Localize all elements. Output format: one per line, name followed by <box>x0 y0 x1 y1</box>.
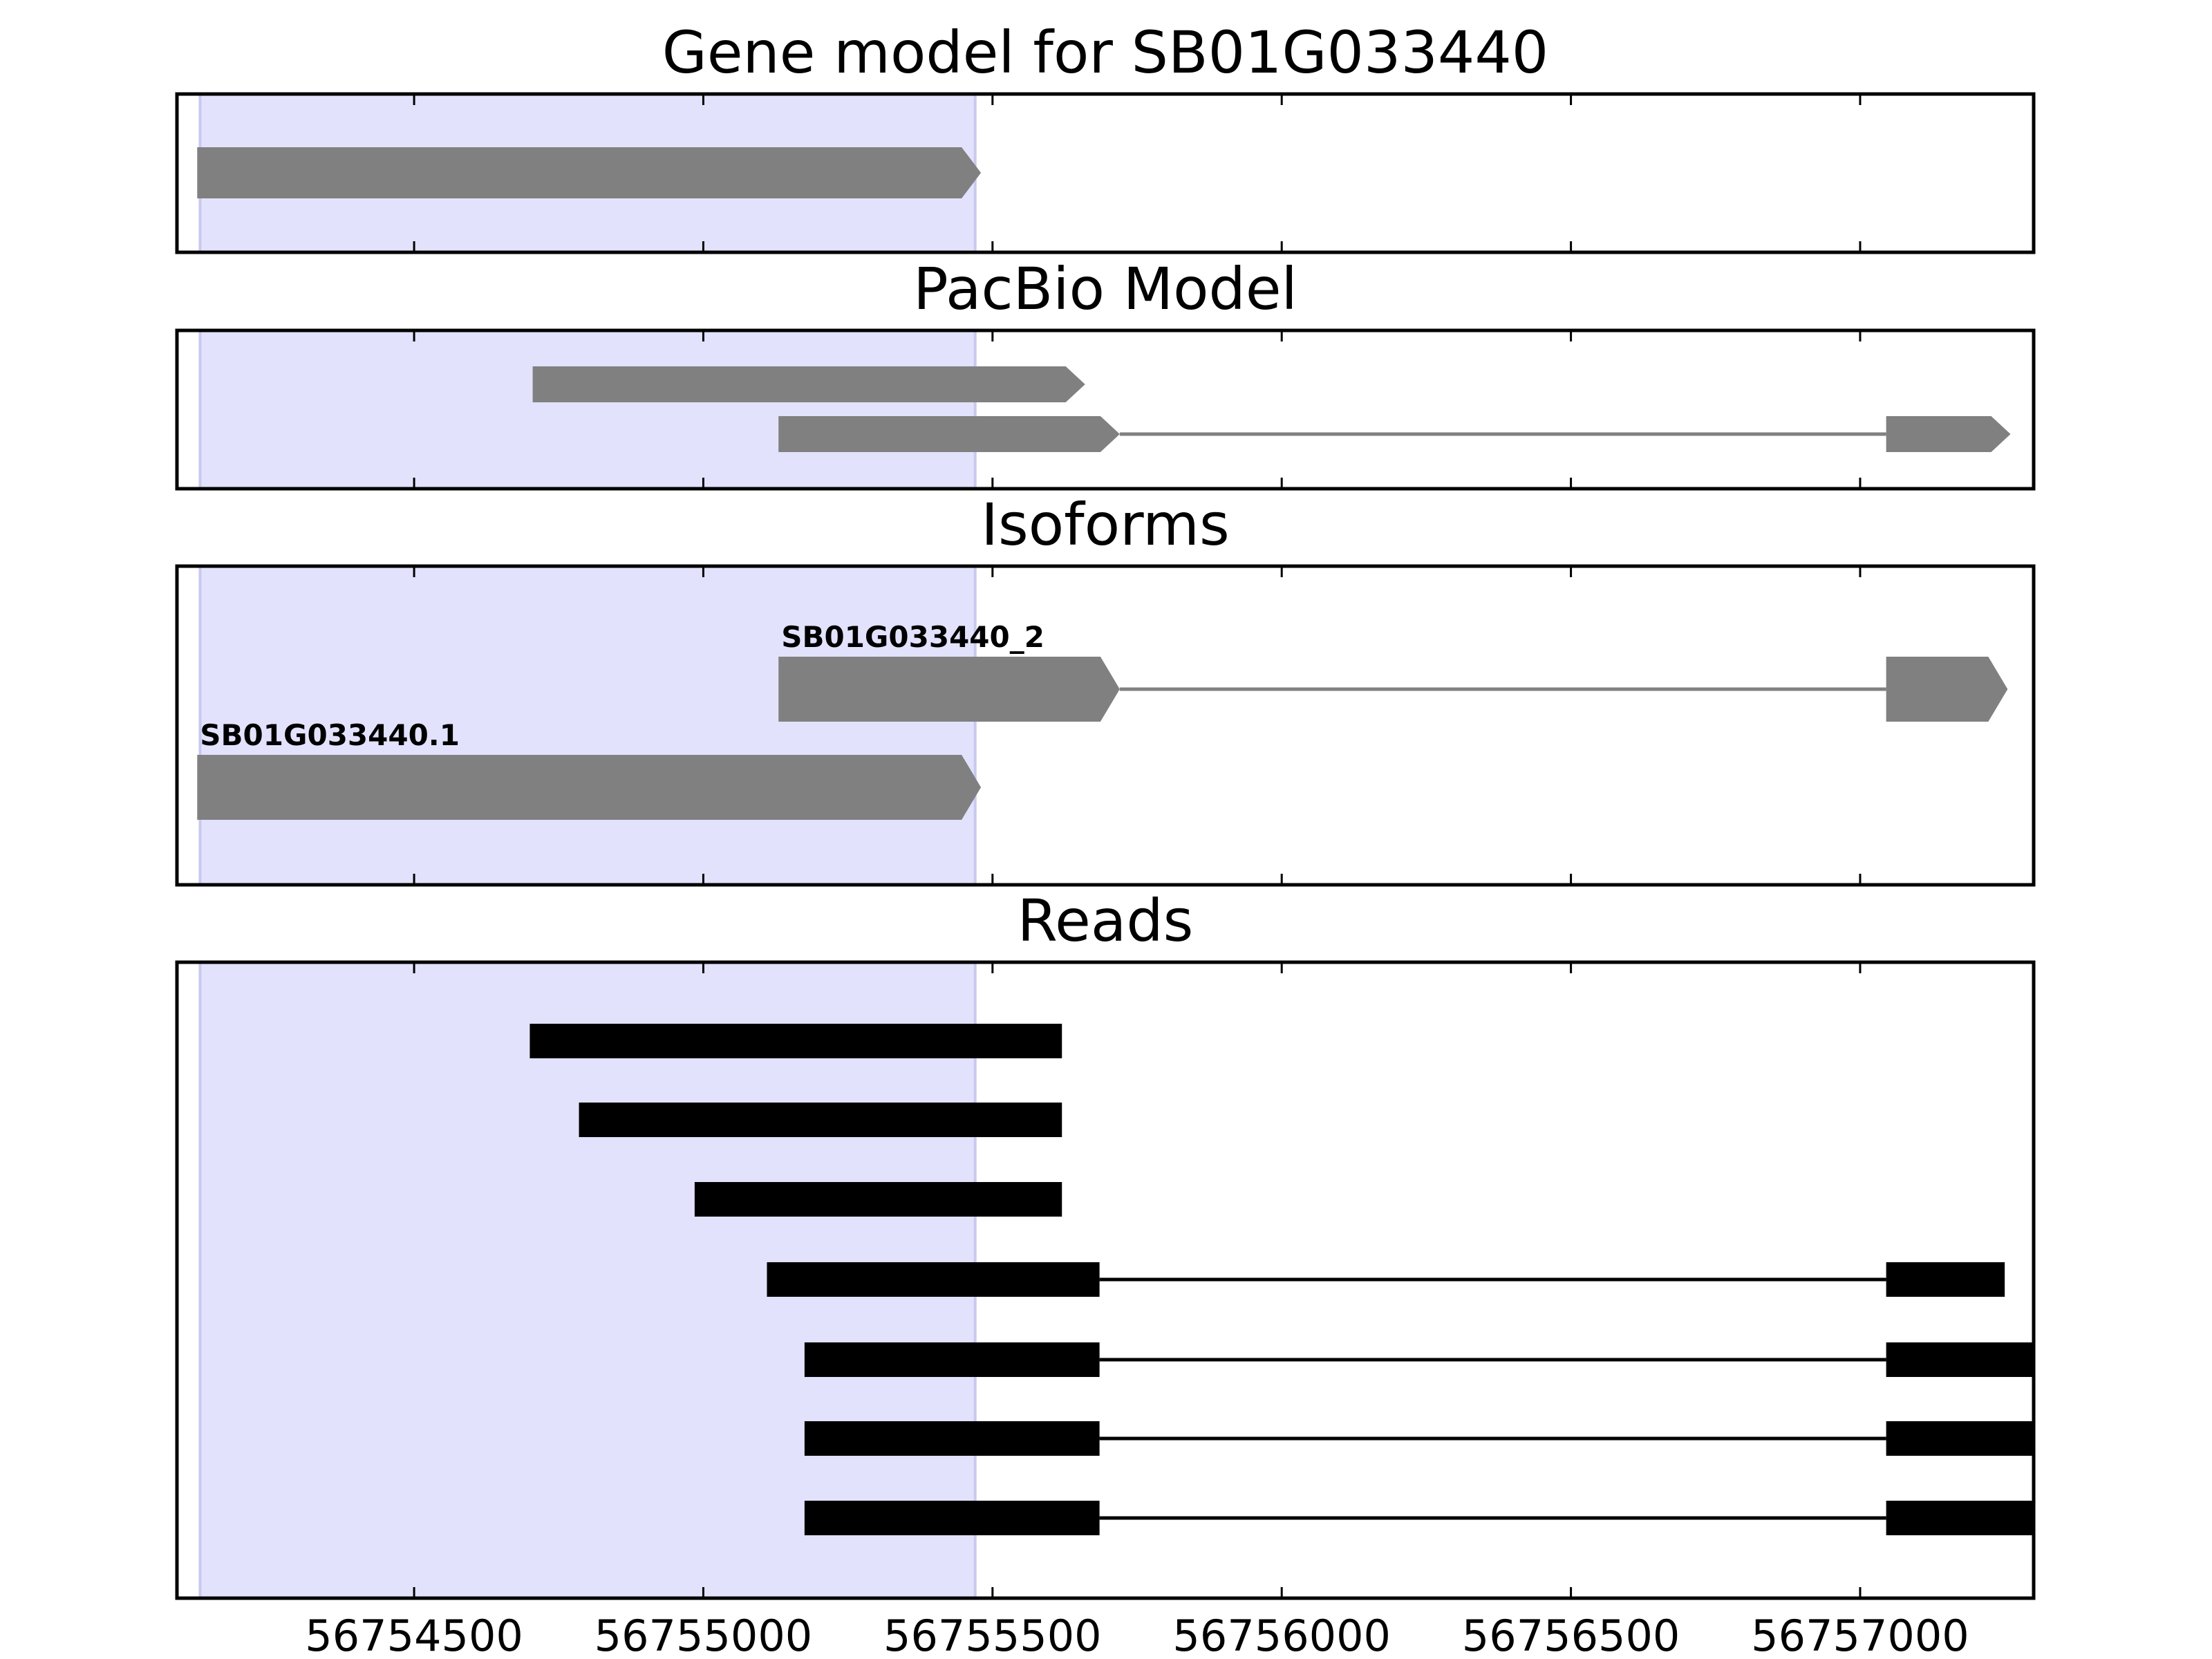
gene-feature <box>778 416 2011 452</box>
reads-frame <box>175 960 2036 1600</box>
x-tick-label: 56755500 <box>883 1611 1102 1659</box>
isoforms-title: Isoforms <box>981 491 1230 559</box>
exon-block <box>804 1501 1100 1535</box>
exon-block <box>579 1103 1062 1137</box>
pacbio-model-frame <box>175 328 2036 491</box>
exon-arrow <box>197 147 982 198</box>
exon-block <box>1886 1342 2034 1377</box>
read-feature <box>804 1501 2034 1535</box>
isoforms-frame <box>175 564 2036 887</box>
gene-feature: SB01G033440.1 <box>197 718 982 820</box>
gene-model-frame <box>175 92 2036 254</box>
read-feature <box>579 1103 1062 1137</box>
exon-arrow <box>197 755 982 820</box>
gene-feature <box>197 147 982 198</box>
read-feature <box>767 1262 2005 1297</box>
exon-block <box>1886 1421 2034 1456</box>
exon-arrow <box>1886 657 2008 722</box>
exon-block <box>804 1342 1100 1377</box>
x-tick-label: 56757000 <box>1751 1611 1969 1659</box>
isoforms-panel: Isoforms SB01G033440_2 SB01G033440.1 <box>175 491 2036 887</box>
exon-block <box>1886 1501 2034 1535</box>
x-tick-label: 56756000 <box>1172 1611 1391 1659</box>
gene-model-panel: Gene model for SB01G033440 <box>175 19 2036 254</box>
x-tick-label: 56755000 <box>594 1611 813 1659</box>
exon-block <box>529 1024 1062 1058</box>
x-axis-tick-labels: 56754500 56755000 56755500 56756000 56756500… <box>305 1611 1969 1659</box>
gene-model-title: Gene model for SB01G033440 <box>662 19 1548 86</box>
exon-arrow <box>778 416 1120 452</box>
read-feature <box>804 1342 2034 1377</box>
highlight-region <box>198 329 977 490</box>
read-feature <box>804 1421 2034 1456</box>
exon-arrow <box>532 366 1085 402</box>
reads-title: Reads <box>1018 887 1194 955</box>
gene-feature <box>532 366 1085 402</box>
exon-block <box>1886 1262 2005 1297</box>
x-tick-label: 56754500 <box>305 1611 523 1659</box>
pacbio-model-title: PacBio Model <box>913 255 1297 323</box>
x-tick-label: 56756500 <box>1462 1611 1680 1659</box>
isoform-label: SB01G033440_2 <box>781 620 1044 654</box>
exon-block <box>694 1182 1062 1217</box>
exon-block <box>767 1262 1100 1297</box>
reads-panel: Reads <box>175 887 2036 1600</box>
pacbio-model-panel: PacBio Model <box>175 255 2036 491</box>
gene-feature: SB01G033440_2 <box>778 620 2008 722</box>
read-feature <box>529 1024 1062 1058</box>
highlight-region <box>198 565 977 886</box>
exon-arrow <box>1886 416 2011 452</box>
exon-arrow <box>778 657 1120 722</box>
exon-block <box>804 1421 1100 1456</box>
read-feature <box>694 1182 1062 1217</box>
isoform-label: SB01G033440.1 <box>200 718 460 752</box>
